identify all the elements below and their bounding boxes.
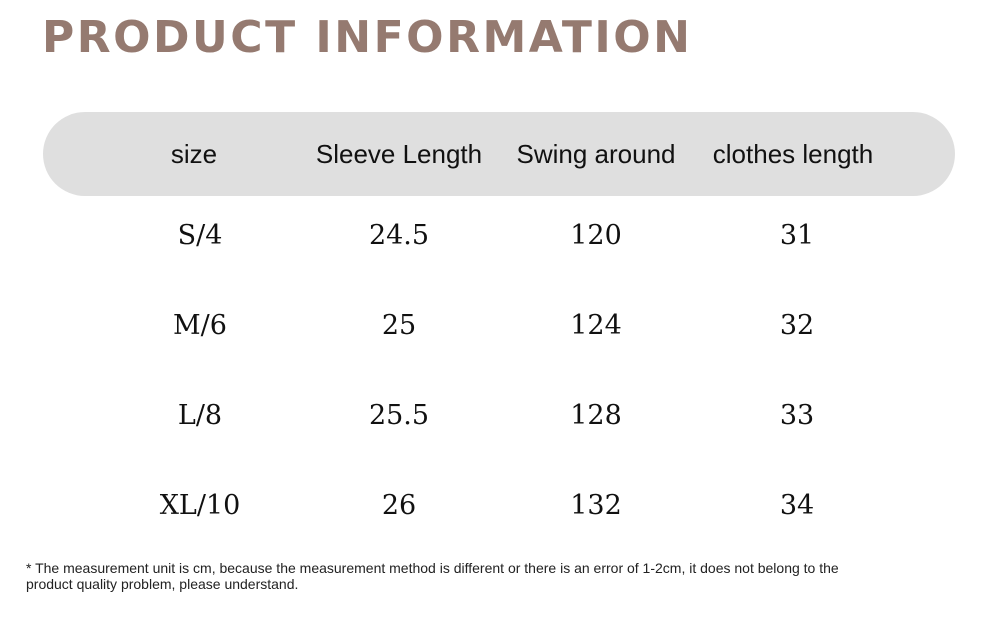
table-row: M/6 25 124 32 [0, 310, 995, 350]
cell-clothes-length: 34 [779, 490, 815, 521]
measurement-note: * The measurement unit is cm, because th… [26, 560, 839, 592]
cell-size: XL/10 [159, 490, 241, 521]
cell-sleeve-length: 26 [381, 490, 417, 521]
cell-size: M/6 [173, 310, 227, 341]
cell-size: S/4 [177, 220, 223, 251]
cell-swing-around: 128 [570, 400, 622, 431]
cell-sleeve-length: 25.5 [368, 400, 430, 431]
header-clothes-length: clothes length [712, 139, 874, 169]
cell-swing-around: 120 [570, 220, 622, 251]
cell-size: L/8 [177, 400, 223, 431]
table-row: S/4 24.5 120 31 [0, 220, 995, 260]
cell-swing-around: 124 [570, 310, 622, 341]
table-row: XL/10 26 132 34 [0, 490, 995, 530]
cell-sleeve-length: 24.5 [368, 220, 430, 251]
page-title: PRODUCT INFORMATION [42, 12, 693, 63]
header-size: size [170, 139, 218, 169]
cell-clothes-length: 32 [779, 310, 815, 341]
cell-sleeve-length: 25 [381, 310, 417, 341]
cell-swing-around: 132 [570, 490, 622, 521]
cell-clothes-length: 33 [779, 400, 815, 431]
header-swing-around: Swing around [516, 139, 676, 169]
table-header: size Sleeve Length Swing around clothes … [43, 112, 955, 196]
cell-clothes-length: 31 [779, 220, 815, 251]
table-row: L/8 25.5 128 33 [0, 400, 995, 440]
header-sleeve-length: Sleeve Length [315, 139, 483, 169]
